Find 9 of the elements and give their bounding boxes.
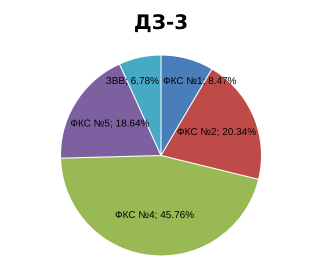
slice-label: ФКС №4 xyxy=(115,210,156,222)
chart-title: ДЗ-3 xyxy=(134,10,188,34)
slice-label: ФКС №2 xyxy=(177,126,218,138)
slice-label: ЗВВ xyxy=(106,76,126,87)
slice-label: ФКС №5 xyxy=(70,118,110,130)
data-label: ; 45.76% xyxy=(154,210,194,222)
data-label: ; 20.34% xyxy=(216,126,256,138)
slice-label: ФКС №1 xyxy=(163,76,204,87)
data-label: ; 6.78% xyxy=(125,76,160,87)
